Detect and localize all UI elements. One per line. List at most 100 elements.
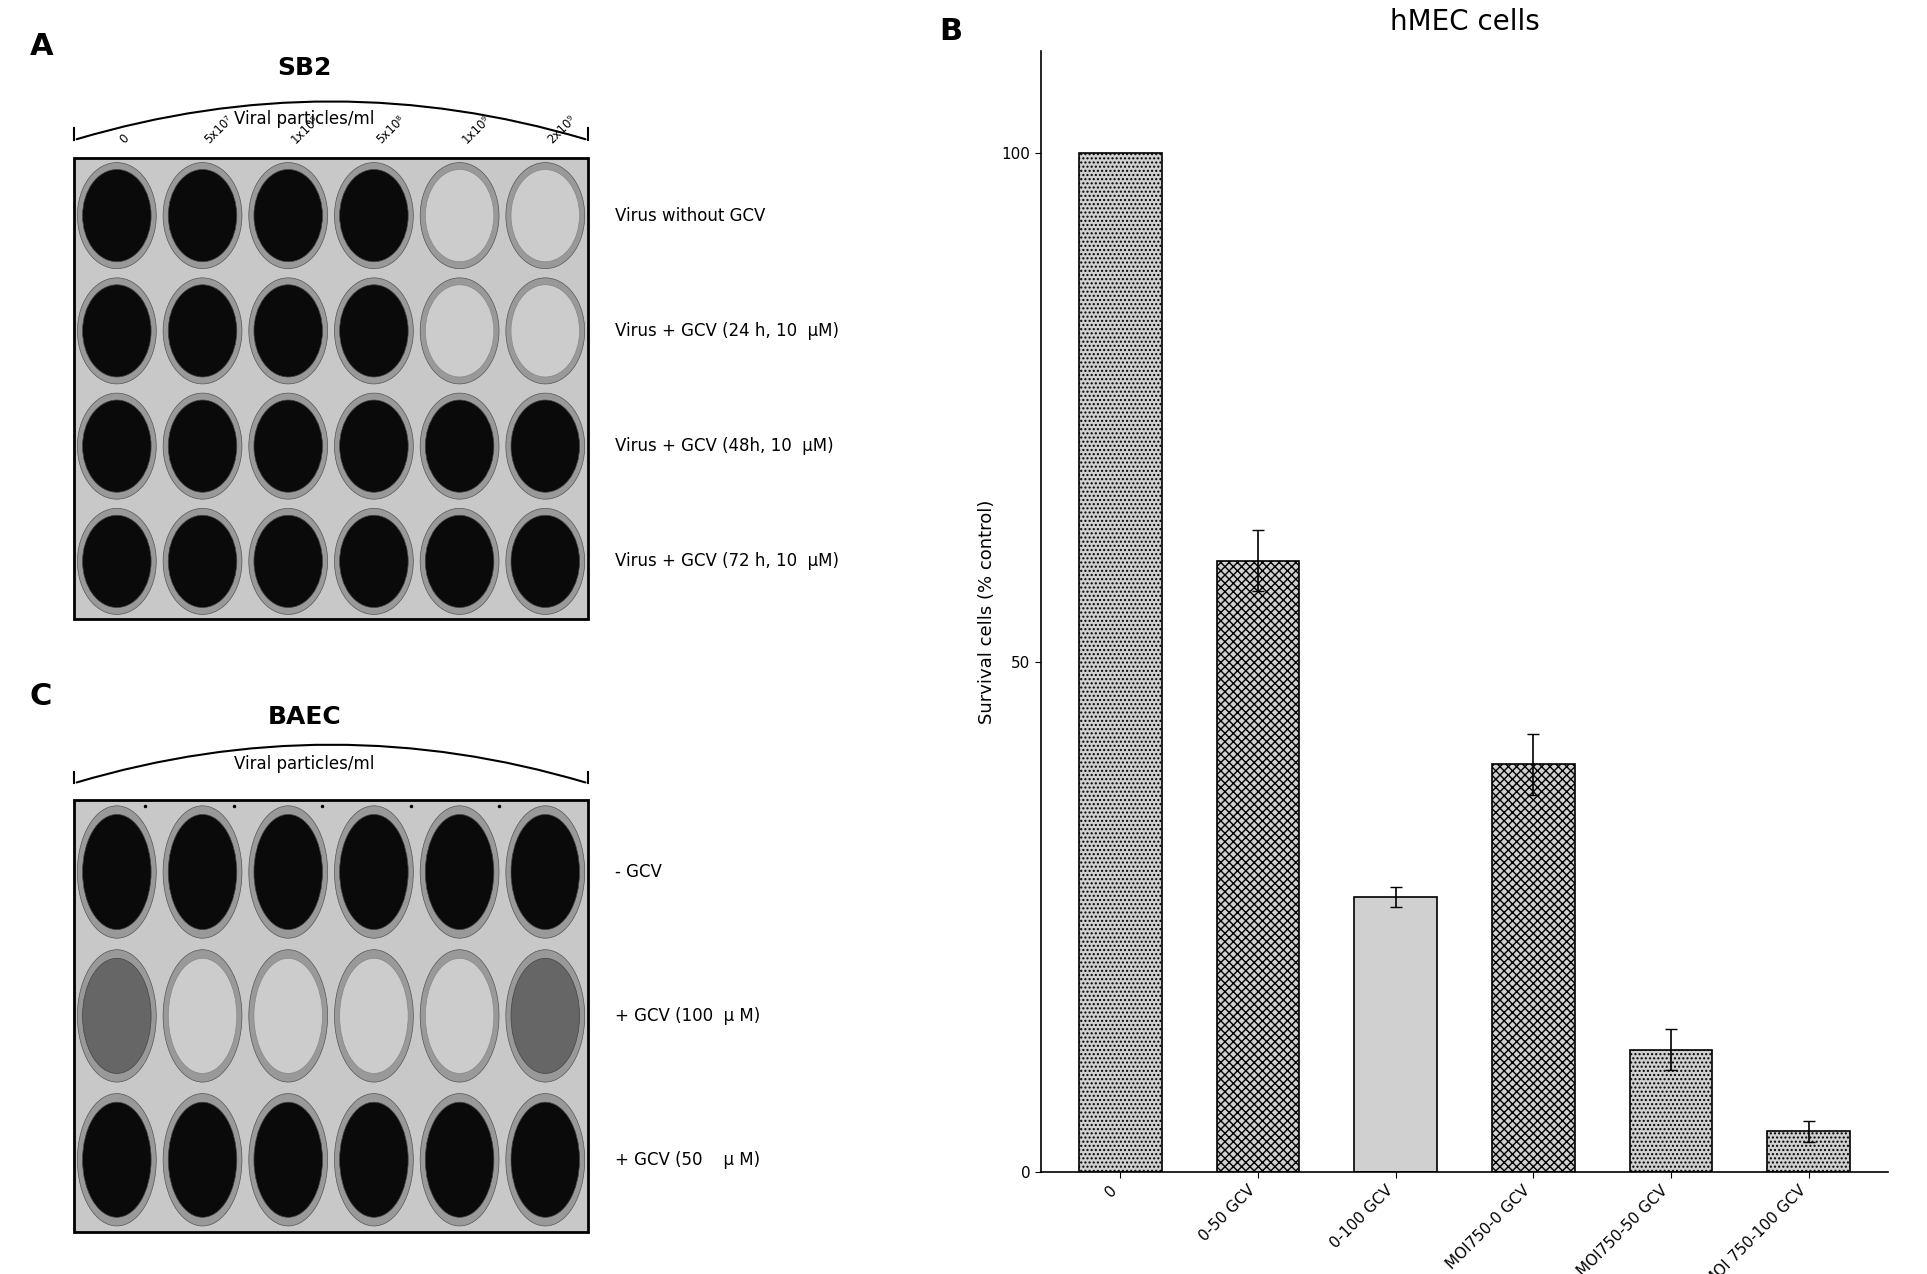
Ellipse shape: [335, 1093, 412, 1226]
Ellipse shape: [339, 400, 409, 492]
Ellipse shape: [511, 400, 580, 492]
Ellipse shape: [420, 163, 499, 269]
Ellipse shape: [426, 958, 493, 1074]
Bar: [1079, 153, 1162, 1172]
Ellipse shape: [426, 814, 493, 930]
Ellipse shape: [339, 515, 409, 608]
Ellipse shape: [77, 278, 156, 383]
Text: Virus + GCV (48h, 10  μM): Virus + GCV (48h, 10 μM): [615, 437, 832, 455]
Ellipse shape: [249, 806, 328, 938]
Ellipse shape: [420, 278, 499, 383]
Ellipse shape: [420, 949, 499, 1082]
Ellipse shape: [335, 949, 412, 1082]
Ellipse shape: [507, 508, 584, 614]
Ellipse shape: [249, 949, 328, 1082]
Ellipse shape: [77, 508, 156, 614]
Ellipse shape: [511, 515, 580, 608]
Ellipse shape: [254, 400, 322, 492]
Bar: [73, 800, 588, 1232]
Text: 5x10⁷: 5x10⁷: [202, 113, 235, 147]
Ellipse shape: [168, 400, 237, 492]
Ellipse shape: [426, 400, 493, 492]
Ellipse shape: [420, 806, 499, 938]
Ellipse shape: [420, 508, 499, 614]
Ellipse shape: [164, 949, 243, 1082]
Text: 2x10⁹: 2x10⁹: [545, 112, 578, 147]
Text: Virus + GCV (72 h, 10  μM): Virus + GCV (72 h, 10 μM): [615, 553, 838, 571]
Ellipse shape: [420, 394, 499, 499]
Ellipse shape: [83, 400, 150, 492]
Ellipse shape: [426, 285, 493, 377]
Ellipse shape: [507, 806, 584, 938]
Text: A: A: [29, 32, 54, 61]
Text: - GCV: - GCV: [615, 862, 661, 882]
Text: BAEC: BAEC: [268, 705, 341, 729]
Ellipse shape: [83, 958, 150, 1074]
Ellipse shape: [420, 1093, 499, 1226]
Ellipse shape: [507, 949, 584, 1082]
Ellipse shape: [335, 806, 412, 938]
Ellipse shape: [77, 806, 156, 938]
Ellipse shape: [164, 163, 243, 269]
Text: 1x10⁸: 1x10⁸: [289, 113, 322, 147]
Ellipse shape: [507, 278, 584, 383]
Text: 0: 0: [118, 131, 131, 147]
Ellipse shape: [77, 1093, 156, 1226]
Ellipse shape: [83, 169, 150, 261]
Text: SB2: SB2: [277, 56, 331, 80]
Ellipse shape: [77, 394, 156, 499]
Ellipse shape: [164, 394, 243, 499]
Ellipse shape: [164, 508, 243, 614]
Bar: [1355, 897, 1438, 1172]
Ellipse shape: [511, 814, 580, 930]
Text: B: B: [938, 18, 962, 46]
Ellipse shape: [254, 814, 322, 930]
Title: hMEC cells: hMEC cells: [1389, 8, 1540, 36]
Ellipse shape: [339, 958, 409, 1074]
Ellipse shape: [249, 278, 328, 383]
Ellipse shape: [339, 1102, 409, 1218]
Ellipse shape: [339, 169, 409, 261]
Ellipse shape: [335, 163, 412, 269]
Ellipse shape: [164, 278, 243, 383]
Ellipse shape: [507, 394, 584, 499]
Y-axis label: Survival cells (% control): Survival cells (% control): [977, 499, 996, 724]
Ellipse shape: [249, 163, 328, 269]
Bar: [1630, 1050, 1713, 1172]
Ellipse shape: [335, 508, 412, 614]
Text: + GCV (100  μ M): + GCV (100 μ M): [615, 1006, 759, 1024]
Ellipse shape: [83, 814, 150, 930]
Text: 5x10⁸: 5x10⁸: [374, 113, 407, 147]
Ellipse shape: [426, 169, 493, 261]
Bar: [1491, 764, 1574, 1172]
Text: 1x10⁹: 1x10⁹: [461, 112, 493, 147]
Ellipse shape: [164, 806, 243, 938]
Text: C: C: [29, 683, 52, 711]
Ellipse shape: [254, 169, 322, 261]
Ellipse shape: [77, 163, 156, 269]
Text: Viral particles/ml: Viral particles/ml: [235, 755, 374, 773]
Ellipse shape: [335, 278, 412, 383]
Ellipse shape: [511, 285, 580, 377]
Ellipse shape: [511, 958, 580, 1074]
Ellipse shape: [511, 169, 580, 261]
Ellipse shape: [335, 394, 412, 499]
Ellipse shape: [254, 1102, 322, 1218]
Ellipse shape: [426, 515, 493, 608]
Ellipse shape: [83, 515, 150, 608]
Ellipse shape: [168, 169, 237, 261]
Ellipse shape: [77, 949, 156, 1082]
Ellipse shape: [339, 814, 409, 930]
Ellipse shape: [249, 394, 328, 499]
Text: Virus + GCV (24 h, 10  μM): Virus + GCV (24 h, 10 μM): [615, 322, 838, 340]
Ellipse shape: [507, 1093, 584, 1226]
Bar: [1767, 1131, 1850, 1172]
Ellipse shape: [168, 958, 237, 1074]
Ellipse shape: [249, 508, 328, 614]
Ellipse shape: [426, 1102, 493, 1218]
Ellipse shape: [339, 285, 409, 377]
Ellipse shape: [254, 515, 322, 608]
Ellipse shape: [254, 958, 322, 1074]
Text: Viral particles/ml: Viral particles/ml: [235, 110, 374, 129]
Bar: [1216, 561, 1299, 1172]
